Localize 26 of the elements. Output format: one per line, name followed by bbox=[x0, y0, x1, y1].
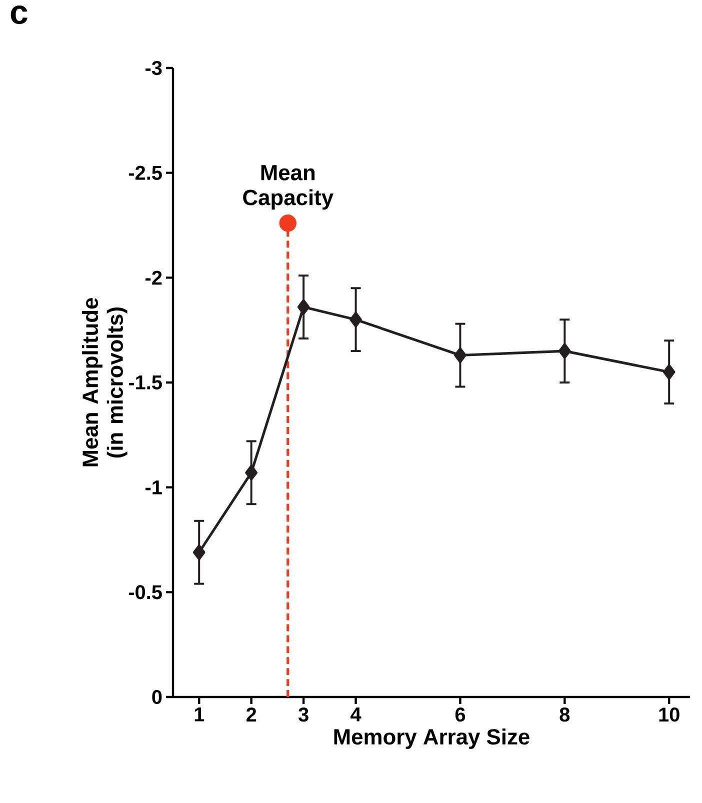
y-axis-title: Mean Amplitude (in microvolts) bbox=[82, 298, 128, 466]
text: c bbox=[10, 6, 28, 24]
y-tick-label: -1 bbox=[146, 480, 162, 494]
point bbox=[245, 464, 258, 480]
y-tick-label: -1.5 bbox=[128, 376, 162, 390]
x-tick-label: 4 bbox=[350, 708, 362, 722]
x-tick-label: 1 bbox=[194, 708, 204, 722]
x-tick-label: 3 bbox=[298, 708, 308, 722]
point bbox=[279, 214, 297, 232]
x-tick-label: 8 bbox=[560, 708, 570, 722]
y-tick-label: 0 bbox=[152, 690, 162, 704]
point bbox=[297, 299, 310, 315]
y-tick-label: -2 bbox=[146, 270, 162, 285]
point bbox=[662, 364, 676, 380]
point bbox=[192, 544, 206, 560]
x-tick-label: 10 bbox=[659, 708, 680, 722]
annotation: Mean Capacity bbox=[243, 165, 334, 210]
point bbox=[350, 312, 362, 328]
y-tick-label: -0.5 bbox=[128, 585, 162, 600]
x-axis-title: Memory Array Size bbox=[334, 728, 530, 749]
x-tick-label: 6 bbox=[455, 708, 466, 722]
x-tick-label: 2 bbox=[246, 708, 256, 722]
y-tick-label: -3 bbox=[146, 60, 162, 76]
point bbox=[454, 347, 466, 364]
point bbox=[558, 343, 571, 359]
y-tick-label: -2.5 bbox=[128, 166, 162, 180]
